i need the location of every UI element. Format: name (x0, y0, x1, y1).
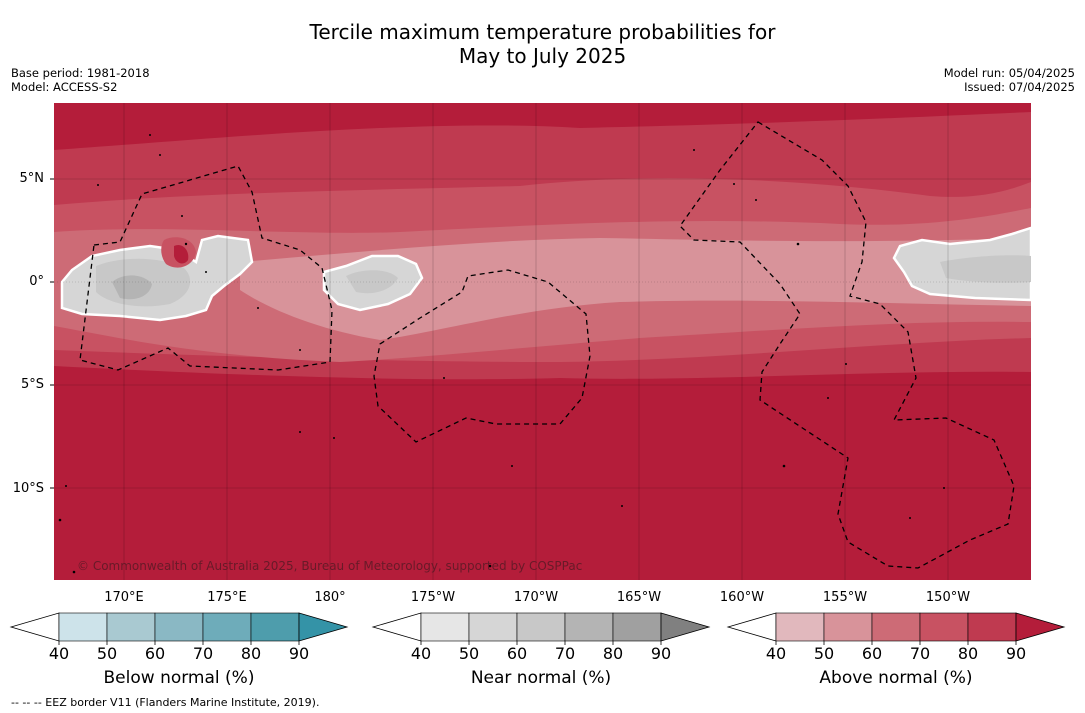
colorbar-above-segment (775, 612, 825, 642)
coastlines (58, 134, 945, 574)
lon-label-180: 180° (314, 590, 346, 605)
colorbar-below-tick-label: 40 (49, 644, 69, 663)
lon-label-155w: 155°W (822, 590, 868, 605)
lat-label-0: 0° (29, 274, 44, 289)
colorbar-below-segment (154, 612, 204, 642)
colorbar-near-segment (468, 612, 518, 642)
colorbar-below-tick-label: 90 (289, 644, 309, 663)
colorbar-below-segment (202, 612, 252, 642)
colorbar-near-tick-label: 50 (459, 644, 479, 663)
colorbar-above-tick-label: 80 (958, 644, 978, 663)
meta-right: Model run: 05/04/2025 Issued: 07/04/2025 (944, 66, 1075, 94)
model-run: Model run: 05/04/2025 (943, 66, 1075, 80)
lat-label-5n: 5°N (19, 171, 45, 186)
colorbars: 40 50 60 70 80 90 40 50 60 70 80 90 40 50 60 70 80 90 (9, 612, 1066, 663)
colorbar-title-near: Near normal (%) (470, 668, 612, 688)
colorbar-below-tick-label: 50 (97, 644, 117, 663)
colorbar-above-segment (871, 612, 921, 642)
colorbar-near-tick-label: 70 (555, 644, 575, 663)
eez-borders (79, 121, 1015, 569)
eez-footnote: -- -- -- EEZ border V11 (Flanders Marine… (11, 696, 320, 709)
colorbar-near-high-extend (660, 612, 711, 642)
gridlines (54, 103, 1031, 580)
colorbar-near-segment (612, 612, 662, 642)
eez-kiribati-line (679, 121, 1015, 569)
lon-label-175w: 175°W (410, 590, 456, 605)
issued-date: Issued: 07/04/2025 (964, 80, 1075, 94)
colorbar-near-segment (516, 612, 566, 642)
region-near-70-west (112, 275, 152, 300)
colorbar-above-segment (967, 612, 1017, 642)
colorbar-below-segment (250, 612, 300, 642)
region-near-60-east (940, 255, 1031, 283)
colorbar-below-segment (106, 612, 156, 642)
copyright-notice: © Commonwealth of Australia 2025, Bureau… (77, 559, 582, 573)
map-field (54, 103, 1031, 580)
eez-tuvalu (79, 165, 333, 371)
colorbar-near-segment (564, 612, 614, 642)
colorbar-title-above: Above normal (%) (819, 668, 973, 688)
map-title: Tercile maximum temperature probabilitie… (0, 20, 1085, 68)
colorbar-above-segment (919, 612, 969, 642)
colorbar-below-high-extend (298, 612, 349, 642)
title-line-1: Tercile maximum temperature probabilitie… (309, 20, 776, 44)
lon-label-170e: 170°E (104, 590, 144, 605)
colorbar-near-tick-label: 60 (507, 644, 527, 663)
colorbar-above-low-extend (726, 612, 777, 642)
base-period: Base period: 1981-2018 (11, 66, 150, 80)
colorbar-above-tick-label: 70 (910, 644, 930, 663)
colorbar-above-tick-label: 60 (862, 644, 882, 663)
lon-label-170w: 170°W (513, 590, 559, 605)
lon-label-175e: 175°E (207, 590, 247, 605)
region-near-60-central (346, 270, 398, 294)
title-line-2: May to July 2025 (458, 44, 627, 68)
model-name: Model: ACCESS-S2 (11, 80, 118, 94)
colorbar-below-low-extend (9, 612, 60, 642)
lon-label-160w: 160°W (719, 590, 765, 605)
colorbar-near-low-extend (371, 612, 422, 642)
lat-label-10s: 10°S (12, 481, 44, 496)
colorbar-near-tick-label: 40 (411, 644, 431, 663)
lon-label-165w: 165°W (616, 590, 662, 605)
colorbar-above-tick-label: 40 (766, 644, 786, 663)
band-above-50 (240, 238, 1031, 340)
colorbar-above-high-extend (1015, 612, 1066, 642)
colorbar-above-segment (823, 612, 873, 642)
colorbar-below-segment (58, 612, 108, 642)
colorbar-title-below: Below normal (%) (103, 668, 255, 688)
colorbar-below-tick-label: 80 (241, 644, 261, 663)
colorbar-near-segment (420, 612, 470, 642)
eez-tokelau (373, 269, 591, 443)
colorbar-below-tick-label: 60 (145, 644, 165, 663)
colorbar-above-tick-label: 90 (1006, 644, 1026, 663)
colorbar-above-tick-label: 50 (814, 644, 834, 663)
colorbar-below-tick-label: 70 (193, 644, 213, 663)
lon-label-150w: 150°W (925, 590, 971, 605)
lat-label-5s: 5°S (20, 377, 44, 392)
lat-axis (50, 178, 54, 489)
spot-above-90-west (174, 244, 189, 264)
meta-left: Base period: 1981-2018 Model: ACCESS-S2 (11, 66, 150, 94)
colorbar-near-tick-label: 90 (651, 644, 671, 663)
colorbar-near-tick-label: 80 (603, 644, 623, 663)
